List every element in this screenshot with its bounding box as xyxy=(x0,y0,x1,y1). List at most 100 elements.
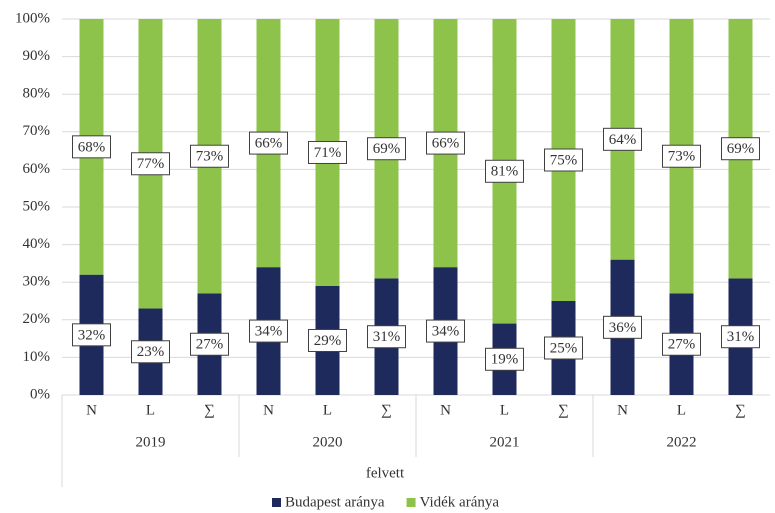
y-tick-label: 70% xyxy=(23,123,51,139)
data-label-text: 25% xyxy=(550,340,578,356)
data-label-text: 27% xyxy=(196,337,224,353)
x-tick-label: N xyxy=(440,402,451,418)
data-label-box xyxy=(544,148,583,172)
legend-swatch xyxy=(406,498,416,507)
data-label: 31% xyxy=(367,325,406,349)
data-label-box xyxy=(249,319,288,343)
group-label: 2022 xyxy=(667,434,697,450)
y-tick-label: 30% xyxy=(23,274,51,290)
data-label: 23% xyxy=(131,340,170,364)
data-label: 34% xyxy=(249,319,288,343)
data-label-box xyxy=(131,340,170,364)
data-label: 73% xyxy=(662,144,701,168)
data-label-box xyxy=(426,131,465,155)
y-tick-label: 10% xyxy=(23,349,51,365)
data-label-text: 73% xyxy=(196,149,224,165)
data-label-text: 73% xyxy=(668,149,696,165)
data-label: 66% xyxy=(249,131,288,155)
data-label-box xyxy=(367,137,406,161)
data-label-text: 36% xyxy=(609,320,637,336)
legend-label: Budapest aránya xyxy=(285,494,385,510)
x-tick-label: ∑ xyxy=(204,402,215,418)
data-label-box xyxy=(308,328,347,352)
legend-label: Vidék aránya xyxy=(420,494,500,510)
group-label: 2021 xyxy=(490,434,520,450)
x-tick-label: ∑ xyxy=(558,402,569,418)
data-label-box xyxy=(426,319,465,343)
data-label-text: 34% xyxy=(255,324,283,340)
x-tick-label: ∑ xyxy=(735,402,746,418)
group-axis-label: felvett xyxy=(366,465,405,481)
data-label-text: 68% xyxy=(78,139,106,155)
data-label-text: 34% xyxy=(432,324,460,340)
y-tick-label: 50% xyxy=(23,198,51,214)
data-label-text: 66% xyxy=(432,136,460,152)
x-tick-label: L xyxy=(146,402,155,418)
data-label: 32% xyxy=(72,323,111,347)
data-label-text: 71% xyxy=(314,145,342,161)
data-label-text: 81% xyxy=(491,164,519,180)
data-label: 34% xyxy=(426,319,465,343)
y-tick-label: 80% xyxy=(23,86,51,102)
data-label-box xyxy=(662,332,701,356)
data-label-text: 66% xyxy=(255,136,283,152)
data-label: 64% xyxy=(603,127,642,151)
y-tick-label: 0% xyxy=(30,386,50,402)
data-label: 75% xyxy=(544,148,583,172)
data-label-text: 69% xyxy=(373,141,401,157)
data-label-box xyxy=(662,144,701,168)
data-label: 69% xyxy=(721,137,760,161)
data-label-text: 29% xyxy=(314,333,342,349)
data-label: 81% xyxy=(485,159,524,183)
data-label: 68% xyxy=(72,135,111,159)
y-tick-label: 100% xyxy=(15,10,50,26)
data-label: 73% xyxy=(190,144,229,168)
data-label-text: 69% xyxy=(727,141,755,157)
data-label-box xyxy=(367,325,406,349)
y-tick-label: 20% xyxy=(23,311,51,327)
data-label-box xyxy=(603,315,642,339)
data-label: 27% xyxy=(190,332,229,356)
data-label-box xyxy=(190,332,229,356)
data-label-text: 27% xyxy=(668,337,696,353)
data-label-box xyxy=(603,127,642,151)
data-label-box xyxy=(544,336,583,360)
data-label: 29% xyxy=(308,328,347,352)
x-tick-label: N xyxy=(263,402,274,418)
y-tick-label: 60% xyxy=(23,161,51,177)
data-label-text: 77% xyxy=(137,156,165,172)
data-label-text: 75% xyxy=(550,152,578,168)
data-label-text: 32% xyxy=(78,327,106,343)
data-label-box xyxy=(72,135,111,159)
legend-swatch xyxy=(272,498,281,507)
data-label-box xyxy=(72,323,111,347)
data-label-box xyxy=(131,152,170,176)
data-label-box xyxy=(721,325,760,349)
data-label: 31% xyxy=(721,325,760,349)
x-tick-label: N xyxy=(617,402,628,418)
data-label-box xyxy=(485,347,524,371)
data-label-text: 23% xyxy=(137,344,165,360)
data-label: 77% xyxy=(131,152,170,176)
data-label: 66% xyxy=(426,131,465,155)
y-tick-label: 90% xyxy=(23,48,51,64)
data-label-box xyxy=(249,131,288,155)
data-label-text: 31% xyxy=(373,329,401,345)
x-tick-label: L xyxy=(500,402,509,418)
group-label: 2019 xyxy=(136,434,166,450)
data-label: 69% xyxy=(367,137,406,161)
x-tick-label: L xyxy=(677,402,686,418)
x-tick-label: N xyxy=(86,402,97,418)
data-label: 19% xyxy=(485,347,524,371)
x-tick-label: L xyxy=(323,402,332,418)
group-label: 2020 xyxy=(313,434,343,450)
data-label-box xyxy=(485,159,524,183)
y-tick-label: 40% xyxy=(23,236,51,252)
data-label-text: 19% xyxy=(491,352,519,368)
x-tick-label: ∑ xyxy=(381,402,392,418)
data-label-text: 64% xyxy=(609,132,637,148)
data-label-text: 31% xyxy=(727,329,755,345)
data-label: 36% xyxy=(603,315,642,339)
data-label: 25% xyxy=(544,336,583,360)
